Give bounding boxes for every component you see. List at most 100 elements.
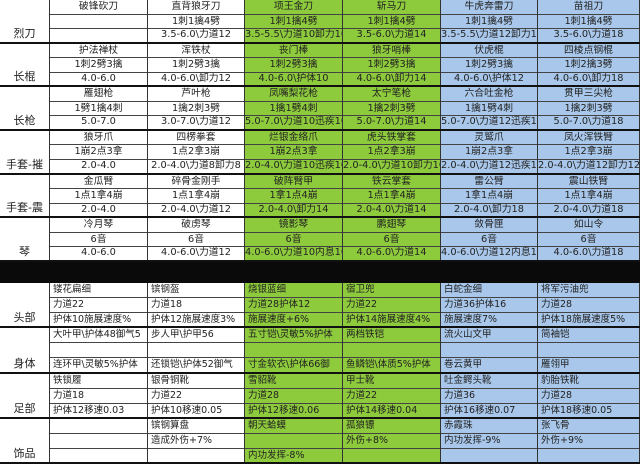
weapons-table: 烈刀 破锋砍刀 直背狼牙刀 1刺1擒4劈 3.5-6.0\力道12 项王金刀 1刺1擒4劈 3… [0, 0, 640, 262]
item-column: 吐金鳄头靴 力道36 护体16移速0.07 [441, 373, 538, 417]
item-name: 大叶甲\护体48御气5 [50, 328, 147, 344]
item-column: 豹胎铁靴 力道28 护体18移速0.05 [538, 373, 640, 417]
item-column: 烧银蓝细 力道28护体12 施展速度+6% [245, 283, 343, 327]
item-attribute: 1刺1擒4劈 [538, 15, 639, 30]
item-attribute: 外伤+8% [343, 434, 440, 450]
item-stats: 连环甲\灵敏5%护体 [53, 359, 138, 371]
item-column: 如山令 6音 4.0-6.0\力道18 [538, 218, 640, 260]
item-stats: 施展速度7% [444, 314, 498, 326]
item-name: 护法禅杖 [50, 44, 147, 59]
item-attribute: 1刺2劈3擒 [245, 58, 342, 73]
item-name: 简袖铠 [538, 328, 639, 344]
category-group: 足部 铁锁履 力道18 护体12移速0.03 银骨铜靴 力道22 护体10移速0.05 雪貂靴… [0, 373, 640, 419]
item-attribute: 1刺1擒4劈 [441, 15, 537, 30]
item-stats: 4.0-6.0\力道12内息12 [441, 247, 537, 259]
item-name: 将军污油兜 [538, 283, 639, 299]
item-attribute: 6音 [441, 233, 537, 248]
item-column: 项王金刀 1刺1擒4劈 3.5-5.5\力道10卸力10 [245, 0, 343, 42]
item-name: 雁翅枪 [50, 87, 147, 102]
item-name: 烧银蓝细 [245, 283, 342, 299]
item-attribute [538, 343, 639, 359]
item-attribute: 1刺2劈3擒 [441, 58, 537, 73]
item-column: 浑铁杖 1刺2劈3擒 4.0-6.0\卸力12 [148, 43, 245, 86]
item-name: 项王金刀 [245, 0, 342, 15]
item-attribute [245, 343, 342, 359]
item-name: 破锋砍刀 [50, 0, 147, 15]
item-stats: 3.5-6.0\力道12 [160, 29, 232, 41]
item-column: 贯甲三尖枪 1擒2刺3劈 5.0-7.0\力道18 [538, 87, 640, 129]
item-column: 五寸铠\灵敏5%护体 寸金软衣\护体66御 [245, 328, 343, 372]
item-attribute [50, 15, 147, 30]
item-attribute: 力道22 [148, 389, 244, 404]
item-attribute: 1擒2刺3劈 [343, 102, 440, 117]
item-attribute: 力道36 [441, 389, 537, 404]
item-column: 丧门棒 1刺2劈3擒 4.0-6.0\护体10 [245, 43, 343, 86]
item-name: 凤火浑铁臂 [538, 131, 639, 146]
item-stats: 护体12移速0.06 [248, 404, 320, 416]
item-attribute: 1刺1擒4劈 [148, 15, 244, 30]
item-stats: 2.0-4.0\力道10卸力10 [343, 160, 440, 172]
item-column: 朝天蛤蟆 内功发挥-8% [245, 418, 343, 463]
item-name: 伏虎棍 [441, 44, 537, 59]
item-stats: 寸金软衣\护体66御 [248, 359, 330, 371]
item-stats: 施展速度+6% [248, 314, 310, 326]
item-column: 简袖铠 雁翎甲 [538, 328, 640, 372]
item-attribute: 1劈1擒4刺 [50, 102, 147, 117]
item-stats: 2.0-4.0\卸力18 [453, 203, 525, 215]
item-column: 孤狼镖 外伤+8% [343, 418, 441, 463]
item-attribute: 造成外伤+7% [148, 434, 244, 450]
item-stats: 4.0-6.0\卸力14 [356, 72, 427, 84]
item-stats: 2.0-4.0 [81, 160, 116, 172]
item-name [50, 419, 147, 434]
item-stats: 护体10移速0.05 [151, 404, 223, 416]
item-name: 六合吐金枪 [441, 87, 537, 102]
category-label: 饰品 [0, 418, 50, 463]
item-name: 鹏翅琴 [343, 218, 440, 233]
item-column: 破锋砍刀 [50, 0, 148, 42]
item-stats: 护体18施展速度5% [541, 314, 626, 326]
item-column: 太宁笔枪 1擒2刺3劈 5.0-7.0\力道14 [343, 87, 441, 129]
item-name: 镂花扁细 [50, 283, 147, 299]
item-attribute [343, 343, 440, 359]
item-stats: 鱼鳞铠\体质5%护体 [346, 359, 431, 371]
item-column: 直背狼牙刀 1刺1擒4劈 3.5-6.0\力道12 [148, 0, 245, 42]
category-group: 身体 大叶甲\护体48御气5 连环甲\灵敏5%护体 步人甲\护甲56 还锁铠\护体52御… [0, 328, 640, 374]
category-label: 琴 [0, 218, 50, 260]
item-column: 雪貂靴 力道28 护体12移速0.06 [245, 373, 343, 417]
item-name: 狼牙爪 [50, 131, 147, 146]
item-column: 冷月琴 6音 4.0-6.0 [50, 218, 148, 260]
item-column [50, 418, 148, 463]
item-attribute: 1点2拿3崩 [538, 145, 639, 161]
item-column: 灵鹫爪 1崩2点3拿 2.0-4.0\力道12迅疾12 [441, 130, 538, 173]
item-name: 烂银金络爪 [245, 131, 342, 146]
item-attribute [50, 434, 147, 450]
item-stats [343, 449, 440, 462]
item-column: 破阵臂甲 1拿1点4崩 2.0-4.0\卸力14 [245, 174, 343, 217]
item-column: 牛虎奔雷刀 1刺1擒4劈 3.5-5.5\力道12卸力12 [441, 0, 538, 42]
item-attribute: 1擒2刺3劈 [538, 102, 639, 117]
item-name: 冷月琴 [50, 218, 147, 233]
item-column: 镂花扁细 力道22 护体10施展速度% [50, 283, 148, 327]
item-stats: 5.0-7.0\力道10迅疾10 [245, 116, 342, 128]
item-stats: 4.0-6.0\卸力18 [553, 72, 624, 84]
item-stats [538, 449, 639, 462]
item-name: 吐金鳄头靴 [441, 374, 537, 389]
item-attribute: 力道18 [50, 389, 147, 404]
item-name: 宿卫兜 [343, 283, 440, 299]
item-attribute: 1拿1点4崩 [441, 189, 537, 204]
item-name: 雷公臂 [441, 175, 537, 190]
item-name: 狼牙哨棒 [343, 44, 440, 59]
item-stats: 5.0-7.0\力道14 [356, 116, 427, 128]
item-attribute: 1点1拿4崩 [538, 189, 639, 204]
item-name: 流火山文甲 [441, 328, 537, 344]
item-attribute: 1刺2擒3劈 [538, 58, 639, 73]
item-name: 苗祖刀 [538, 0, 639, 15]
item-name: 如山令 [538, 218, 639, 233]
item-attribute: 1擒1劈4刺 [245, 102, 342, 117]
item-column: 苗祖刀 1刺1擒4劈 3.5-6.0\力道18 [538, 0, 640, 42]
item-name: 虎头铁掌套 [343, 131, 440, 146]
item-name: 豹胎铁靴 [538, 374, 639, 389]
item-name: 白蛇金细 [441, 283, 537, 299]
armor-table: 头部 镂花扁细 力道22 护体10施展速度% 镔钢盔 力道18 护体12施展速度3% 烧银蓝细… [0, 283, 640, 464]
item-stats [148, 449, 244, 462]
